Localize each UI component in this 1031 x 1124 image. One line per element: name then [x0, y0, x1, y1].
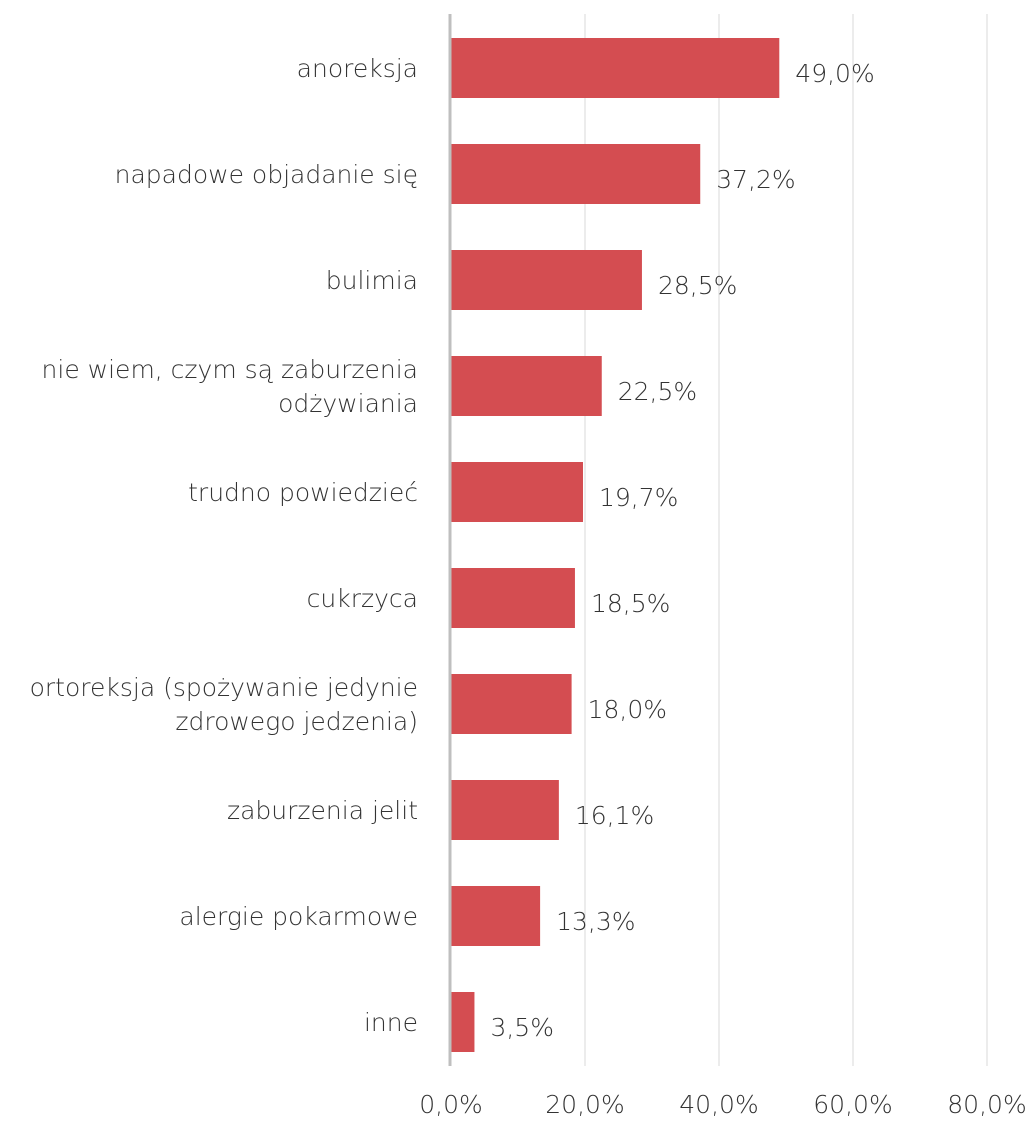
category-label: nie wiem, czym są zaburzenia odżywiania [42, 355, 418, 418]
x-tick-label: 40,0% [679, 1090, 758, 1119]
category-label: cukrzyca [307, 584, 418, 613]
category-label-line: alergie pokarmowe [179, 902, 418, 931]
category-label-line: inne [364, 1008, 418, 1037]
value-label: 28,5% [658, 271, 737, 300]
category-label: inne [364, 1008, 418, 1037]
category-label-line: cukrzyca [307, 584, 418, 613]
bars [451, 38, 780, 1052]
x-tick-label: 20,0% [545, 1090, 624, 1119]
bar [451, 38, 780, 98]
bar [451, 780, 559, 840]
bar [451, 144, 701, 204]
gridlines [584, 14, 988, 1066]
category-label: alergie pokarmowe [179, 902, 418, 931]
category-label: napadowe objadanie się [115, 160, 418, 189]
category-label: trudno powiedzieć [188, 478, 418, 507]
bar [451, 356, 602, 416]
x-tick-label: 80,0% [947, 1090, 1026, 1119]
bar [451, 886, 541, 946]
category-label-line: napadowe objadanie się [115, 160, 418, 189]
x-tick-label: 60,0% [813, 1090, 892, 1119]
category-label: bulimia [326, 266, 418, 295]
category-label-line: trudno powiedzieć [188, 478, 418, 507]
category-label-line: zdrowego jedzenia) [175, 707, 418, 736]
category-label: ortoreksja (spożywanie jedynie zdrowego j… [30, 673, 418, 736]
bar [451, 462, 583, 522]
category-label-line: odżywiania [278, 389, 418, 418]
bar [451, 992, 475, 1052]
value-label: 18,0% [588, 695, 667, 724]
bar [451, 674, 572, 734]
bar [451, 568, 575, 628]
value-label: 19,7% [599, 483, 678, 512]
value-label: 13,3% [556, 907, 635, 936]
x-tick-label: 0,0% [419, 1090, 483, 1119]
value-label: 3,5% [490, 1013, 554, 1042]
bar [451, 250, 642, 310]
category-label-line: nie wiem, czym są zaburzenia [42, 355, 418, 384]
category-label-line: ortoreksja (spożywanie jedynie [30, 673, 418, 702]
category-label-line: bulimia [326, 266, 418, 295]
value-label: 22,5% [618, 377, 697, 406]
category-labels: anoreksja napadowe objadanie się bulimia ni… [30, 54, 418, 1037]
x-tick-labels: 0,0% 20,0% 40,0% 60,0% 80,0% [419, 1090, 1026, 1119]
category-label-line: zaburzenia jelit [227, 796, 418, 825]
value-labels: 49,0% 37,2% 28,5% 22,5% 19,7% 18,5% 18,0% 16,1%… [490, 59, 874, 1042]
category-label: anoreksja [297, 54, 418, 83]
value-label: 49,0% [795, 59, 874, 88]
value-label: 16,1% [575, 801, 654, 830]
category-label: zaburzenia jelit [227, 796, 418, 825]
category-label-line: anoreksja [297, 54, 418, 83]
value-label: 18,5% [591, 589, 670, 618]
value-label: 37,2% [716, 165, 795, 194]
